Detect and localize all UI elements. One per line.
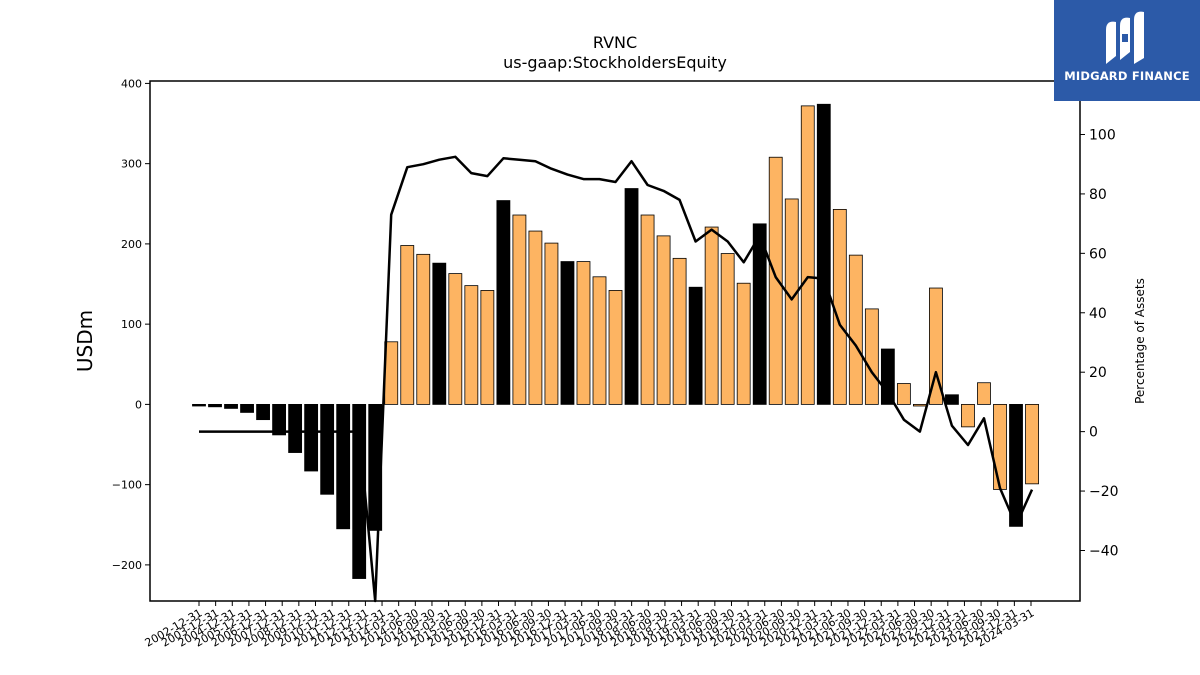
y2-tick-label: 80: [1089, 187, 1107, 203]
bar-2011-12-31: [336, 403, 351, 530]
bar-2023-06-30: [977, 382, 991, 405]
bar-2003-12-31: [208, 403, 222, 408]
bar-2022-06-30: [913, 403, 927, 407]
y-tick-label: 300: [121, 158, 142, 171]
y-tick-label: −200: [112, 559, 142, 572]
bar-2024-03-31: [1025, 403, 1039, 485]
bar-2005-12-31: [240, 403, 254, 413]
y2-axis: −40 −20 0 20 40 60 80 100: [1080, 127, 1119, 559]
x-axis: 2002-12-312003-12-312004-12-312005-12-31…: [143, 601, 1037, 650]
y-axis-label: USDm: [73, 310, 97, 372]
bar-2022-03-31: [896, 383, 911, 405]
bar-2017-09-30: [608, 290, 623, 405]
bar-2018-12-31: [688, 286, 703, 405]
y2-tick-label: −20: [1089, 484, 1119, 500]
bar-2019-12-31: [752, 223, 767, 405]
bar-2023-12-31: [1009, 403, 1023, 527]
bar-2017-12-31: [624, 188, 639, 405]
bar-2021-09-30: [864, 308, 879, 405]
bar-2004-12-31: [224, 403, 238, 409]
bar-2022-12-31: [945, 394, 959, 405]
bar-2018-09-30: [672, 257, 687, 405]
y2-tick-label: 20: [1089, 365, 1107, 381]
bar-2019-06-30: [720, 253, 735, 405]
chart-subtitle: us-gaap:StockholdersEquity: [503, 53, 727, 72]
y2-tick-label: 0: [1089, 425, 1098, 441]
bar-2010-12-31: [320, 403, 335, 495]
bar-2006-12-31: [256, 403, 270, 421]
midgard-logo-icon: [1106, 11, 1144, 64]
bar-2021-06-30: [848, 254, 863, 405]
bar-2022-09-30: [929, 287, 943, 405]
y2-tick-label: 40: [1089, 306, 1107, 322]
bar-2016-06-30: [528, 230, 543, 405]
chart-title: RVNC: [593, 33, 637, 52]
bar-2015-09-30: [480, 290, 495, 405]
percentage-of-assets-line: [199, 155, 1034, 603]
bar-2019-09-30: [736, 282, 751, 405]
y-tick-label: 200: [121, 238, 142, 251]
bar-2020-12-31: [816, 103, 831, 405]
bar-2014-09-30: [416, 253, 431, 405]
y2-tick-label: −40: [1089, 543, 1119, 559]
bar-2008-12-31: [288, 403, 303, 453]
bar-2018-06-30: [656, 235, 671, 405]
bar-2016-03-31: [512, 214, 527, 405]
bar-2023-09-30: [993, 403, 1007, 490]
bar-2018-03-31: [640, 214, 655, 405]
bar-2020-03-31: [768, 156, 783, 405]
bar-2023-03-31: [961, 403, 975, 428]
bar-2015-06-30: [464, 285, 479, 405]
bar-2020-06-30: [784, 198, 799, 405]
midgard-finance-logo: MIDGARD FINANCE: [1054, 0, 1200, 101]
bar-2021-12-31: [880, 348, 895, 405]
y-tick-label: −100: [112, 479, 142, 492]
bar-2016-09-30: [544, 242, 559, 405]
bar-2016-12-31: [560, 261, 575, 405]
bar-2020-09-30: [800, 105, 815, 405]
bar-2014-06-30: [400, 245, 415, 405]
logo-text: MIDGARD FINANCE: [1064, 69, 1190, 83]
y2-axis-label: Percentage of Assets: [1133, 278, 1147, 404]
bar-2017-06-30: [592, 276, 607, 405]
bar-2015-12-31: [496, 200, 511, 405]
bar-2019-03-31: [704, 226, 719, 405]
y-tick-label: 100: [121, 318, 142, 331]
y2-tick-label: 60: [1089, 246, 1107, 262]
bar-2015-03-31: [448, 273, 463, 405]
y-tick-label: 0: [135, 398, 142, 411]
bar-2002-12-31: [192, 403, 206, 407]
bar-2014-12-31: [432, 262, 447, 405]
y-axis: −200 −100 0 100 200 300 400: [112, 77, 150, 572]
bar-2017-03-31: [576, 261, 591, 405]
bar-group: [192, 103, 1039, 579]
y2-tick-label: 100: [1089, 127, 1116, 143]
y-tick-label: 400: [121, 77, 142, 90]
bar-2021-03-31: [832, 208, 847, 405]
bar-2007-12-31: [272, 403, 287, 436]
bar-2009-12-31: [304, 403, 319, 472]
